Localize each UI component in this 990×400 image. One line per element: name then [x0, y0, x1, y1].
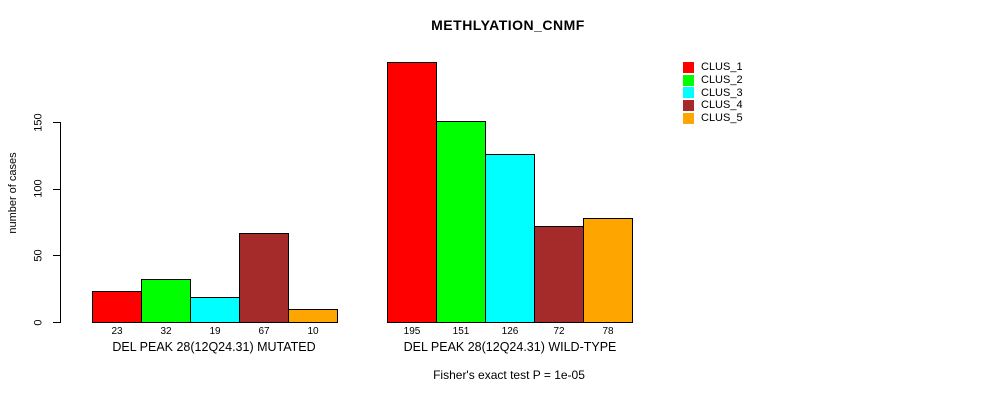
- bar-value-label: 10: [307, 326, 319, 337]
- bar-value-label: 195: [403, 326, 421, 337]
- y-axis-tick-label: 50: [32, 249, 45, 262]
- bar-clus_5-group2: [583, 218, 633, 323]
- bar-value-label: 126: [501, 326, 519, 337]
- bar-clus_2-group1: [141, 279, 191, 323]
- x-group-label-wildtype: DEL PEAK 28(12Q24.31) WILD-TYPE: [403, 340, 617, 354]
- legend-swatch-icon: [683, 99, 694, 111]
- y-axis-tick: [53, 255, 60, 257]
- legend: CLUS_1 CLUS_2 CLUS_3 CLUS_4 CLUS_5: [683, 61, 743, 124]
- bar-value-label: 72: [553, 326, 565, 337]
- x-group-label-mutated: DEL PEAK 28(12Q24.31) MUTATED: [112, 340, 316, 354]
- y-axis-tick-label: 100: [32, 179, 45, 198]
- bar-value-label: 32: [160, 326, 172, 337]
- legend-swatch-icon: [683, 74, 694, 86]
- bar-clus_1-group2: [387, 62, 437, 323]
- y-axis-label: number of cases: [7, 152, 19, 234]
- chart-title: METHLYATION_CNMF: [431, 17, 585, 33]
- legend-label: CLUS_4: [701, 99, 743, 112]
- legend-label: CLUS_3: [701, 86, 743, 99]
- bar-clus_4-group2: [534, 226, 584, 323]
- y-axis-tick: [53, 122, 60, 123]
- y-axis-tick-label: 150: [32, 112, 45, 132]
- bar-value-label: 19: [209, 326, 221, 337]
- bar-value-label: 67: [258, 326, 270, 337]
- bar-clus_4-group1: [239, 233, 289, 323]
- legend-row-clus_1: CLUS_1: [683, 61, 743, 74]
- legend-row-clus_2: CLUS_2: [683, 74, 743, 87]
- y-axis-line: [60, 122, 61, 323]
- bar-clus_5-group1: [288, 309, 338, 323]
- bar-clus_3-group2: [485, 154, 535, 323]
- legend-label: CLUS_2: [701, 74, 743, 87]
- bar-clus_2-group2: [436, 121, 486, 323]
- legend-row-clus_4: CLUS_4: [683, 99, 743, 112]
- bar-clus_3-group1: [190, 297, 240, 323]
- legend-row-clus_3: CLUS_3: [683, 86, 743, 99]
- legend-label: CLUS_1: [701, 61, 743, 74]
- y-axis-tick-label: 0: [32, 318, 45, 326]
- bar-value-label: 78: [602, 326, 614, 337]
- legend-swatch-icon: [683, 61, 694, 73]
- y-axis-tick: [53, 322, 60, 323]
- bar-value-label: 151: [452, 326, 470, 337]
- legend-label: CLUS_5: [701, 112, 743, 125]
- y-axis-tick: [53, 188, 60, 190]
- legend-row-clus_5: CLUS_5: [683, 112, 743, 125]
- legend-swatch-icon: [683, 87, 694, 99]
- fisher-test-annotation: Fisher's exact test P = 1e-05: [433, 368, 585, 382]
- bar-clus_1-group1: [92, 291, 142, 323]
- legend-swatch-icon: [683, 112, 694, 124]
- bar-value-label: 23: [111, 326, 123, 337]
